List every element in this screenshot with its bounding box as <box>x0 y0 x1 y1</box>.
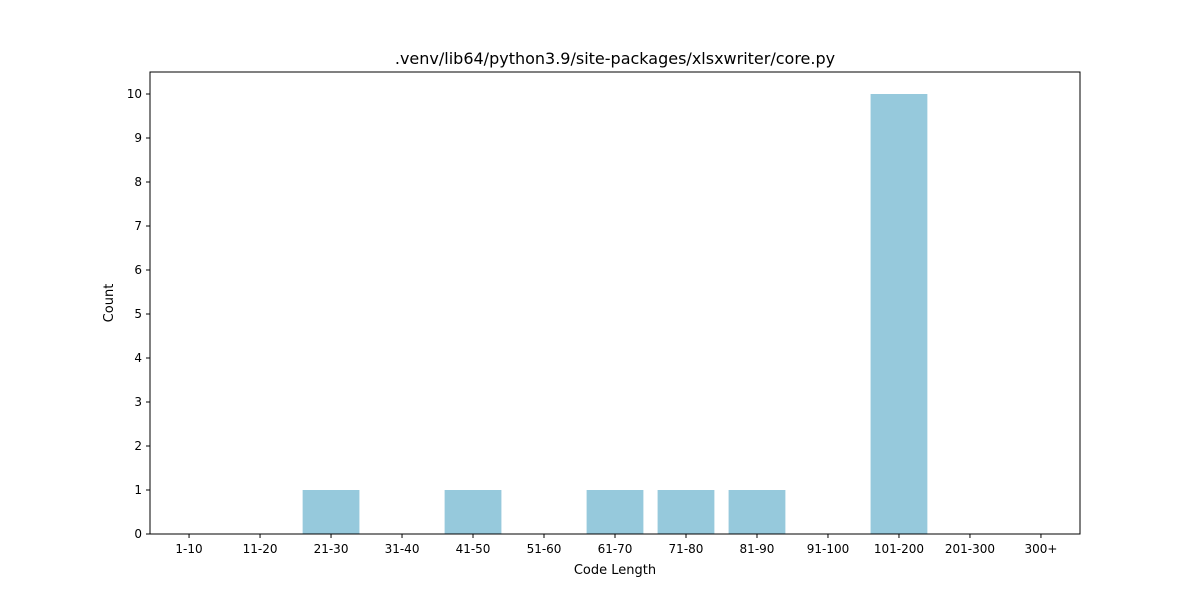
y-tick-label: 1 <box>134 483 142 497</box>
y-tick-label: 7 <box>134 219 142 233</box>
bar-101-200 <box>870 94 928 534</box>
x-tick-label: 201-300 <box>945 542 995 556</box>
y-tick-label: 4 <box>134 351 142 365</box>
x-tick-label: 51-60 <box>527 542 562 556</box>
bar-21-30 <box>302 490 360 534</box>
y-axis-ticks: 0 1 2 3 4 5 6 7 8 9 10 <box>127 87 150 541</box>
x-axis-ticks: 1-10 11-20 21-30 31-40 41-50 51-60 61-70 71-80 8… <box>175 534 1057 556</box>
x-tick-label: 31-40 <box>385 542 420 556</box>
y-tick-label: 2 <box>134 439 142 453</box>
y-tick-label: 3 <box>134 395 142 409</box>
y-tick-label: 8 <box>134 175 142 189</box>
y-tick-label: 0 <box>134 527 142 541</box>
bar-71-80 <box>657 490 715 534</box>
bar-41-50 <box>444 490 502 534</box>
y-tick-label: 9 <box>134 131 142 145</box>
x-tick-label: 41-50 <box>456 542 491 556</box>
x-tick-label: 71-80 <box>669 542 704 556</box>
y-tick-label: 10 <box>127 87 142 101</box>
y-tick-label: 6 <box>134 263 142 277</box>
bar-61-70 <box>586 490 644 534</box>
x-tick-label: 91-100 <box>807 542 850 556</box>
chart-title: .venv/lib64/python3.9/site-packages/xlsx… <box>395 49 835 68</box>
x-axis-label: Code Length <box>574 563 656 578</box>
x-tick-label: 11-20 <box>243 542 278 556</box>
x-tick-label: 101-200 <box>874 542 924 556</box>
bars-group <box>302 94 928 534</box>
x-tick-label: 81-90 <box>740 542 775 556</box>
plot-frame <box>149 71 1081 535</box>
x-tick-label: 1-10 <box>175 542 202 556</box>
x-tick-label: 300+ <box>1024 542 1057 556</box>
x-tick-label: 21-30 <box>314 542 349 556</box>
y-tick-label: 5 <box>134 307 142 321</box>
bar-81-90 <box>728 490 786 534</box>
x-tick-label: 61-70 <box>598 542 633 556</box>
y-axis-label: Count <box>102 284 117 323</box>
